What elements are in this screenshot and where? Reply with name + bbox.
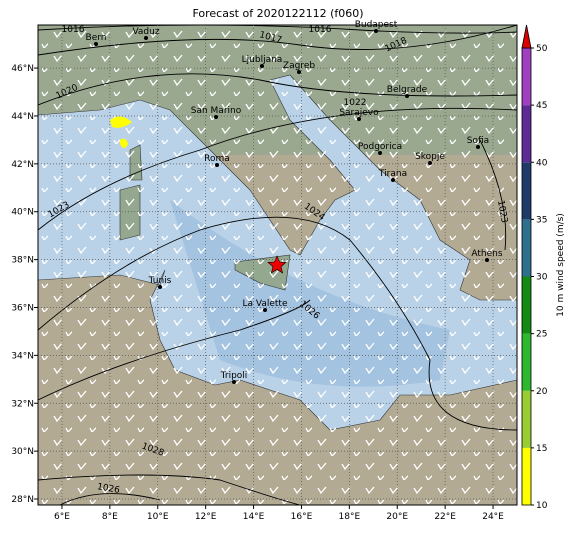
city-dot	[263, 308, 267, 312]
y-tick-label: 38°N	[11, 256, 34, 266]
city-dot	[214, 115, 218, 119]
city-dot	[374, 29, 378, 33]
colorbar-tick-label: 50	[536, 44, 548, 54]
map-title: Forecast of 2020122112 (f060)	[192, 7, 363, 20]
city-label: Tunis	[148, 276, 172, 286]
x-tick-label: 16°E	[291, 512, 313, 522]
y-tick-label: 32°N	[11, 399, 34, 409]
city-dot	[297, 70, 301, 74]
map-frame	[37, 24, 518, 506]
wind-yellow	[110, 116, 132, 148]
x-tick-label: 6°E	[54, 512, 70, 522]
city-label: Sarajevo	[339, 108, 379, 118]
isobar-label: 1016	[309, 25, 332, 35]
city-label: Roma	[204, 154, 230, 164]
city-dot	[144, 36, 148, 40]
x-tick-label: 8°E	[102, 512, 118, 522]
isobar-label: 1023	[495, 200, 509, 224]
colorbar-tick-label: 20	[536, 387, 548, 397]
city-label: Ljubljana	[242, 55, 283, 65]
city-dot	[94, 42, 98, 46]
x-tick-label: 18°E	[339, 512, 361, 522]
colorbar-segment	[522, 447, 531, 505]
colorbar-tick-label: 25	[536, 330, 547, 340]
isobar-label: 1022	[344, 98, 367, 108]
city-label: La Valette	[243, 299, 288, 309]
city-label: Sofia	[467, 136, 489, 146]
event-star	[267, 255, 287, 274]
city-label: Skopje	[415, 152, 445, 162]
city-label: Zagreb	[283, 61, 315, 71]
city-dot	[158, 285, 162, 289]
city-dot	[485, 258, 489, 262]
colorbar-segment	[522, 333, 531, 391]
x-tick-label: 12°E	[195, 512, 217, 522]
x-tick-label: 10°E	[147, 512, 169, 522]
city-dot	[215, 163, 219, 167]
city-label: Bern	[86, 33, 107, 43]
colorbar-segment	[522, 48, 531, 106]
y-tick-label: 34°N	[11, 351, 34, 361]
y-tick-label: 44°N	[11, 112, 34, 122]
city-label: Tripoli	[220, 371, 248, 381]
colorbar-tick-label: 40	[536, 158, 548, 168]
city-label: Belgrade	[387, 85, 428, 95]
city-dot	[476, 145, 480, 149]
y-tick-label: 28°N	[11, 495, 34, 505]
city-dot	[378, 151, 382, 155]
y-tick-label: 40°N	[11, 208, 34, 218]
y-tick-label: 42°N	[11, 160, 34, 170]
isobars	[38, 25, 517, 505]
colorbar-tick-label: 35	[536, 215, 547, 225]
city-label: San Marino	[191, 106, 242, 116]
colorbar-segment	[522, 390, 531, 448]
colorbar-segment	[522, 162, 531, 220]
city-dot	[391, 178, 395, 182]
colorbar-segment	[522, 105, 531, 163]
x-tick-label: 24°E	[482, 512, 504, 522]
colorbar-tick-label: 30	[536, 273, 548, 283]
x-tick-label: 14°E	[243, 512, 265, 522]
city-dot	[232, 380, 236, 384]
city-dot	[428, 161, 432, 165]
city-label: Tirana	[378, 169, 407, 179]
y-tick-label: 36°N	[11, 303, 34, 313]
city-dot	[357, 117, 361, 121]
city-label: Budapest	[355, 20, 398, 30]
colorbar-extend	[521, 24, 532, 49]
x-tick-label: 20°E	[386, 512, 408, 522]
city-label: Athens	[471, 249, 502, 259]
colorbar-segment	[522, 276, 531, 334]
y-tick-label: 46°N	[11, 64, 34, 74]
colorbar-tick-label: 10	[536, 501, 548, 511]
colorbar-tick-label: 45	[536, 101, 547, 111]
colorbar-segment	[522, 219, 531, 277]
colorbar-label: 10 m wind speed (m/s)	[556, 213, 566, 317]
isobar-label: 1026	[96, 482, 121, 496]
city-label: Vaduz	[132, 27, 159, 37]
city-dot	[405, 94, 409, 98]
colorbar-tick-label: 15	[536, 444, 547, 454]
y-tick-label: 30°N	[11, 447, 34, 457]
city-label: Podgorica	[358, 142, 402, 152]
isobar-label: 1016	[62, 25, 85, 35]
x-tick-label: 22°E	[434, 512, 456, 522]
city-dot	[260, 64, 264, 68]
